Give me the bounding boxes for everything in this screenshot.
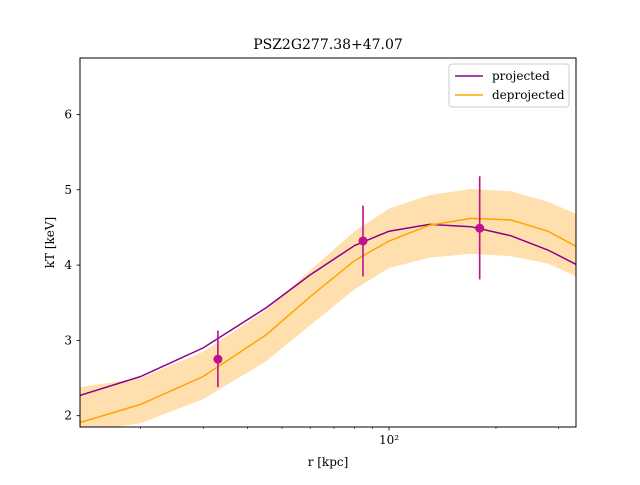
y-axis-label: kT [keV]	[43, 217, 57, 269]
legend-box	[448, 63, 570, 108]
legend-label-deprojected: deprojected	[492, 88, 565, 102]
deprojected-line	[80, 217, 576, 424]
legend-label-projected: projected	[492, 69, 550, 83]
x-axis-label: r [kpc]	[308, 455, 349, 469]
y-tick-label: 2	[64, 409, 72, 423]
data-point	[358, 236, 368, 246]
y-tick-label: 4	[64, 258, 72, 272]
deprojected-uncertainty-band	[80, 189, 576, 427]
y-tick-label: 5	[64, 183, 72, 197]
y-tick-label: 6	[64, 107, 72, 121]
x-tick-label: 10²	[379, 433, 399, 447]
projected-line	[80, 223, 576, 397]
series-lines-layer	[80, 217, 576, 424]
plot-frame	[79, 57, 577, 428]
y-tick-label: 3	[64, 333, 72, 347]
data-points-layer	[213, 176, 485, 388]
ticks-layer: 2 3 4 5 6 10²	[64, 107, 559, 447]
data-point	[475, 223, 485, 233]
data-point	[213, 354, 223, 364]
legend: projected deprojected	[448, 63, 570, 108]
deprojected-band-layer	[80, 189, 576, 427]
chart-title: PSZ2G277.38+47.07	[253, 37, 403, 53]
